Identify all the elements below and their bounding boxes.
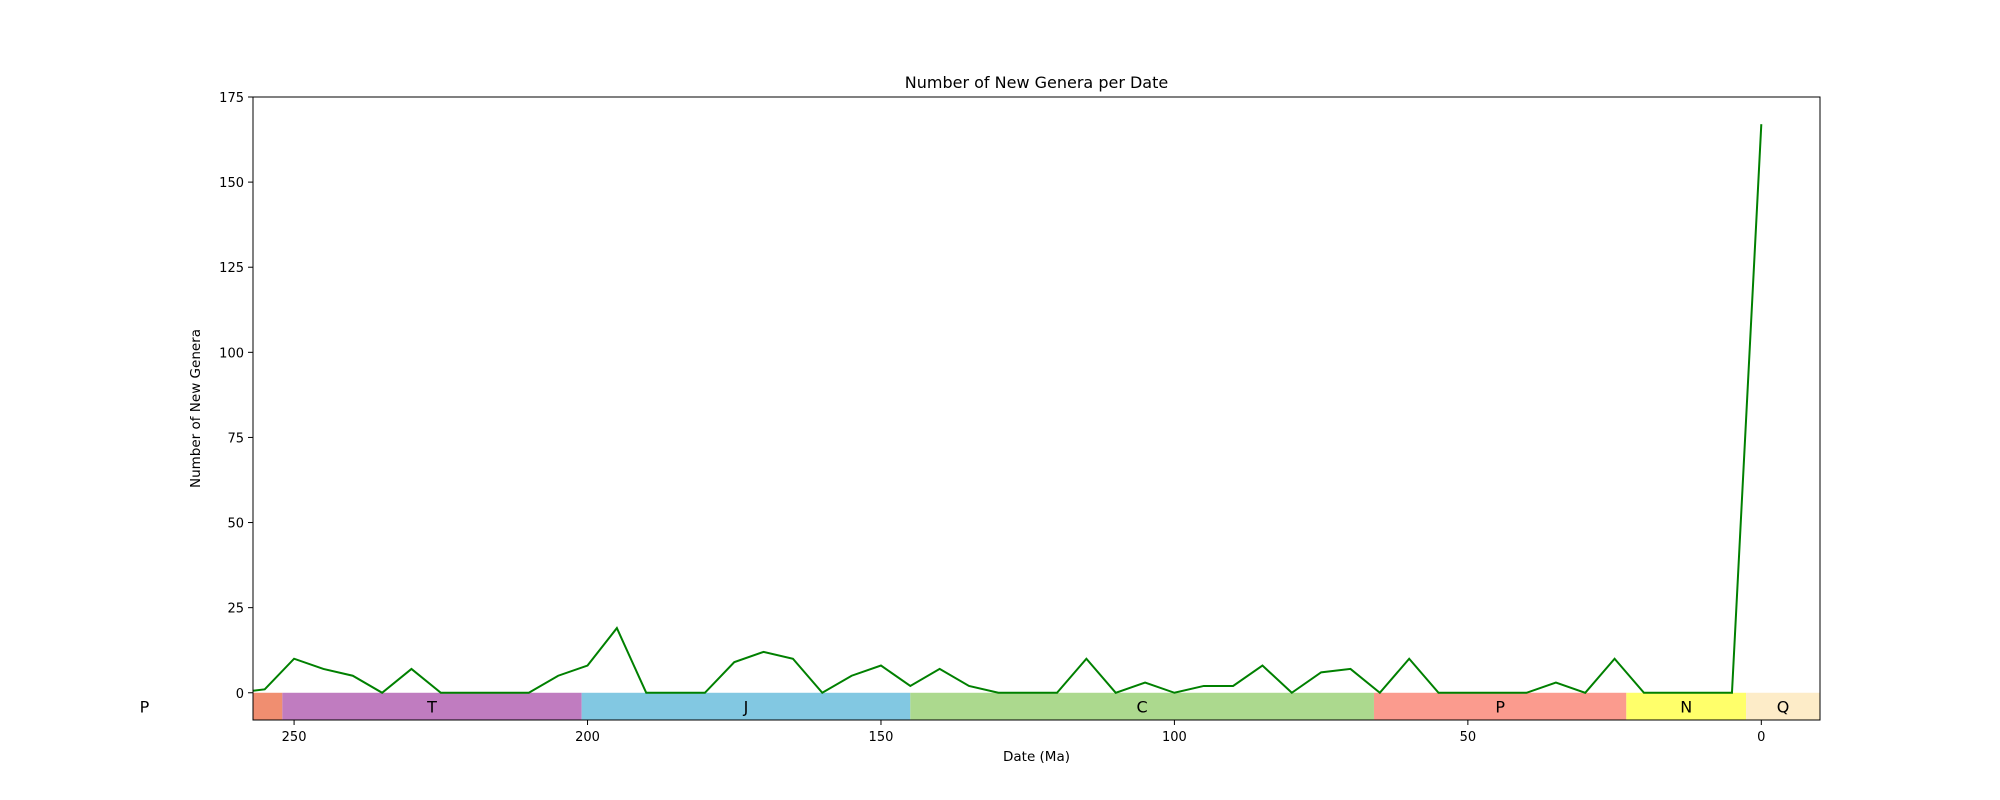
period-band-3 [910,692,1374,720]
x-tick-label-1: 200 [575,730,600,745]
period-band-0 [253,692,283,720]
x-axis-label: Date (Ma) [1003,749,1070,765]
period-label-0: P [140,697,150,716]
y-axis: 0 25 50 75 100 125 150 175 [219,91,253,702]
y-tick-label-4: 100 [219,346,244,361]
x-tick-label-0: 250 [282,730,307,745]
y-tick-label-1: 25 [227,602,244,617]
y-tick-label-5: 125 [219,261,244,276]
plot-frame [252,96,1821,721]
period-band-6 [1746,692,1820,720]
period-bands [253,692,1820,720]
period-label-3: C [1137,697,1148,716]
x-tick-label-4: 50 [1460,730,1477,745]
period-label-6: Q [1777,697,1790,716]
y-tick-label-3: 75 [227,431,244,446]
period-band-2 [581,692,911,720]
x-tick-label-5: 0 [1757,730,1765,745]
period-band-1 [282,692,582,720]
y-tick-label-7: 175 [219,91,244,106]
series-lines [253,124,1763,695]
chart-title: Number of New Genera per Date [905,73,1168,92]
period-label-2: J [743,697,749,716]
y-tick-label-6: 150 [219,176,244,191]
series-line-0 [253,124,1763,695]
y-tick-label-2: 50 [227,517,244,532]
x-tick-label-3: 100 [1162,730,1187,745]
x-tick-label-2: 150 [869,730,894,745]
period-label-1: T [426,697,437,716]
y-axis-label: Number of New Genera [188,329,204,488]
x-axis: 250 200 150 100 50 0 [282,720,1765,745]
period-label-5: N [1680,697,1692,716]
period-band-4 [1373,692,1627,720]
period-label-4: P [1495,697,1505,716]
period-band-5 [1626,692,1747,720]
y-tick-label-0: 0 [236,687,244,702]
